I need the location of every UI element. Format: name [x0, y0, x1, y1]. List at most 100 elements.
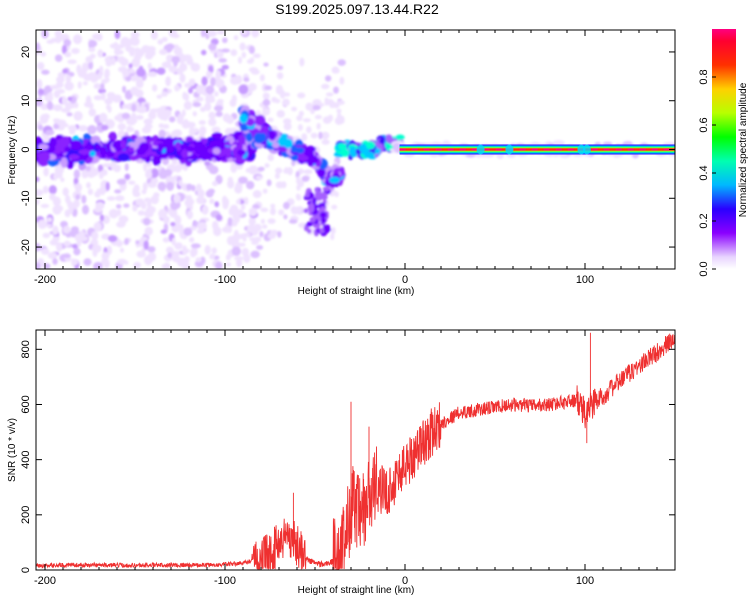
spectral-blob	[52, 258, 58, 265]
spectral-blob	[174, 242, 183, 250]
spectral-blob	[136, 68, 146, 77]
spectral-blob	[152, 155, 162, 166]
spectral-blob	[315, 195, 323, 201]
spectral-blob	[208, 165, 219, 175]
spectral-blob	[143, 240, 149, 250]
spectral-blob	[145, 161, 152, 168]
spectral-blob	[283, 214, 288, 220]
spectral-blob	[310, 132, 318, 139]
spectral-blob	[213, 105, 224, 112]
steady-line-dash	[459, 148, 466, 151]
spectral-blob	[160, 229, 167, 234]
spectral-blob	[147, 246, 156, 253]
spectral-blob	[214, 91, 219, 97]
spectral-blob	[297, 210, 303, 215]
spectral-blob	[143, 210, 154, 218]
spectral-blob	[62, 187, 69, 197]
spectral-blob	[151, 168, 159, 179]
spectral-blob	[318, 202, 326, 208]
spectrogram-ylabel: Frequency (Hz)	[7, 116, 18, 185]
spectral-blob	[212, 147, 221, 155]
spectral-blob	[42, 113, 50, 120]
spectral-blob	[301, 175, 310, 182]
spectral-blob	[233, 35, 239, 41]
spectral-blob	[114, 30, 121, 40]
spectral-blob	[208, 118, 217, 127]
spectral-blob	[330, 233, 335, 241]
spectral-blob	[245, 167, 251, 173]
spectral-blob	[291, 106, 298, 112]
spectral-blob	[243, 77, 250, 83]
spectral-blob	[211, 126, 221, 134]
spectral-blob	[166, 181, 175, 191]
spectral-blob	[218, 58, 227, 63]
spectral-blob	[320, 216, 327, 224]
spectral-blob	[83, 258, 92, 266]
colorbar-tick-label: 0.8	[698, 69, 710, 84]
spectral-blob	[288, 219, 298, 224]
spectral-blob	[237, 149, 247, 156]
spectral-blob	[296, 194, 302, 201]
spectral-blob	[124, 237, 129, 245]
spectral-blob	[85, 165, 91, 172]
spectral-blob	[37, 61, 45, 71]
spectral-blob	[151, 84, 158, 92]
spectral-blob	[91, 244, 102, 253]
spectral-blob	[98, 170, 104, 180]
spectral-blob	[110, 56, 116, 66]
spectral-blob	[171, 237, 176, 246]
spectral-blob	[87, 125, 97, 135]
spectral-blob	[237, 134, 246, 146]
spectral-blob	[163, 216, 170, 225]
spectral-blob	[106, 92, 116, 99]
spectral-blob	[134, 48, 145, 58]
spectral-blob	[81, 194, 87, 204]
spectral-blob	[107, 235, 118, 243]
spectral-blob	[76, 64, 82, 74]
spectral-blob	[102, 215, 110, 224]
spectral-blob	[305, 102, 313, 111]
spectral-blob	[69, 139, 82, 151]
spectral-blob	[55, 241, 63, 252]
spectral-blob	[192, 102, 202, 108]
spectral-blob	[204, 245, 211, 255]
spectral-blob	[159, 113, 165, 121]
spectral-blob	[108, 208, 119, 219]
spectral-blob	[73, 34, 82, 45]
spectral-blob	[276, 110, 285, 118]
spectral-blob	[62, 68, 68, 74]
spectral-blob	[246, 224, 256, 234]
snr-ylabel: SNR (10 * v/v)	[7, 418, 18, 482]
x-tick-label: -100	[214, 575, 236, 587]
spectral-blob	[379, 137, 386, 145]
spectral-blob	[296, 176, 301, 185]
spectral-blob	[179, 73, 186, 83]
spectral-blob	[330, 226, 336, 235]
spectral-blob	[303, 195, 312, 201]
spectral-blob	[124, 173, 131, 180]
spectral-blob	[331, 66, 340, 74]
spectral-blob	[236, 199, 241, 205]
spectral-blob	[56, 119, 67, 126]
spectral-blob	[54, 30, 63, 38]
spectral-blob	[53, 104, 63, 111]
spectral-blob	[299, 57, 305, 67]
spectral-blob	[275, 84, 283, 94]
spectral-blob	[212, 180, 218, 187]
steady-line-dash	[603, 148, 610, 151]
spectral-blob	[132, 186, 139, 197]
spectral-blob	[309, 192, 315, 199]
spectral-blob	[140, 236, 148, 242]
spectral-blob	[64, 81, 74, 91]
spectral-blob	[341, 148, 350, 157]
spectral-blob	[268, 131, 276, 141]
spectral-blob	[157, 142, 164, 152]
spectral-blob	[77, 81, 82, 89]
spectral-blob	[36, 102, 43, 107]
spectral-blob	[37, 88, 45, 95]
spectral-blob	[145, 169, 153, 179]
steady-line-dash	[627, 148, 634, 151]
steady-line-dash	[567, 148, 574, 151]
spectral-blob	[276, 72, 284, 80]
spectral-blob	[101, 252, 110, 261]
